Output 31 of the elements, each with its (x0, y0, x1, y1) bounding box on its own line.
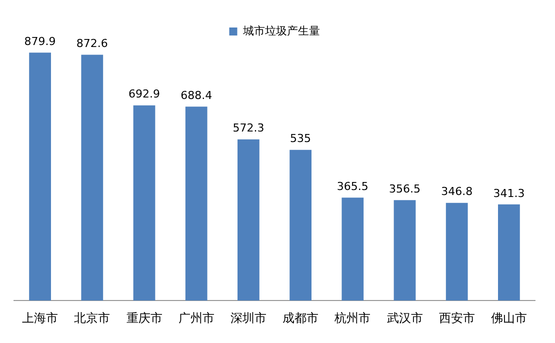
bar (238, 139, 260, 301)
bar (342, 198, 364, 301)
x-tick-label: 重庆市 (126, 310, 162, 325)
data-label: 688.4 (180, 88, 212, 102)
x-tick-label: 深圳市 (230, 310, 266, 325)
bar (81, 54, 104, 301)
data-label: 341.3 (493, 186, 525, 200)
data-label: 572.3 (232, 122, 264, 135)
bar (290, 150, 312, 301)
bar (446, 202, 468, 301)
legend-label: 城市垃圾产生量 (242, 24, 320, 38)
x-tick-label: 西安市 (438, 310, 475, 325)
bar (394, 200, 416, 301)
data-label: 365.5 (336, 180, 368, 193)
x-tick-label: 杭州市 (334, 310, 371, 325)
x-tick-label: 武汉市 (386, 310, 423, 325)
x-tick-label: 北京市 (74, 310, 110, 325)
data-label: 535 (290, 132, 312, 146)
x-tick-label: 成都市 (282, 310, 319, 325)
data-label: 692.9 (128, 88, 160, 101)
data-label: 872.6 (76, 37, 108, 50)
bar (498, 204, 520, 301)
data-label: 356.5 (389, 182, 420, 196)
data-label: 879.9 (24, 35, 56, 48)
x-tick-label: 广州市 (178, 310, 214, 325)
bar (133, 105, 156, 301)
x-tick-label: 上海市 (22, 310, 58, 325)
x-tick-label: 佛山市 (490, 310, 527, 325)
bar (185, 106, 208, 301)
data-label: 346.8 (441, 185, 473, 198)
bar (29, 52, 51, 301)
